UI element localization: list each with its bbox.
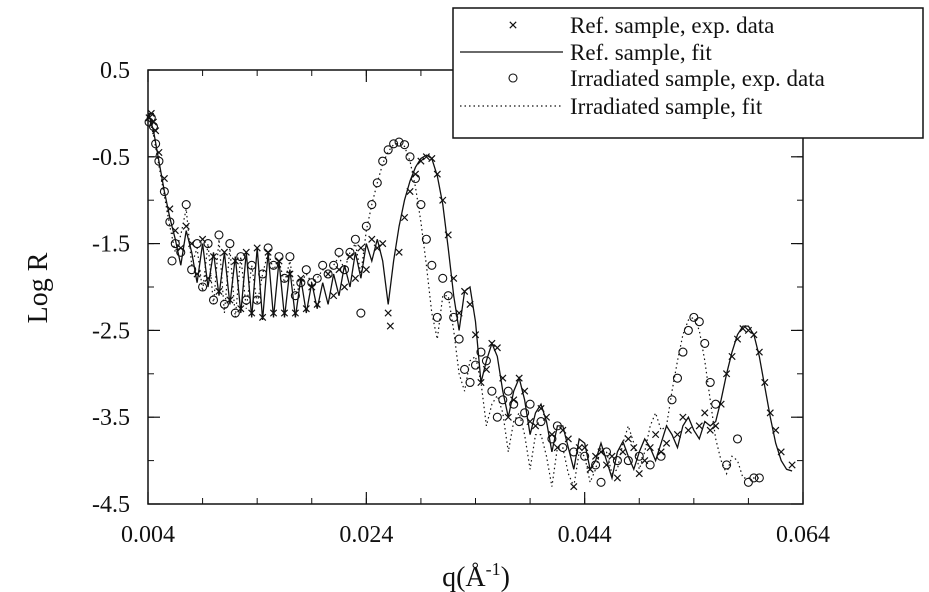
data-point-circle xyxy=(668,396,676,404)
data-point-circle xyxy=(597,478,605,486)
data-point-x xyxy=(325,271,331,277)
data-point-circle xyxy=(537,418,545,426)
data-point-circle xyxy=(461,365,469,373)
data-point-x xyxy=(472,332,478,338)
data-point-x xyxy=(401,214,407,220)
data-point-x xyxy=(369,236,375,242)
y-tick-label: -1.5 xyxy=(92,232,130,258)
data-point-circle xyxy=(351,235,359,243)
data-point-circle xyxy=(330,261,338,269)
data-point-circle xyxy=(504,387,512,395)
data-point-x xyxy=(363,266,369,272)
data-point-circle xyxy=(215,231,223,239)
data-point-x xyxy=(652,431,658,437)
x-tick-label: 0.024 xyxy=(339,522,393,548)
data-point-x xyxy=(685,427,691,433)
data-point-circle xyxy=(439,274,447,282)
y-tick-labels: 0.5 -0.5 -1.5 -2.5 -3.5 -4.5 xyxy=(92,58,130,518)
x-tick-label: 0.064 xyxy=(776,522,830,548)
x-tick-labels: 0.004 0.024 0.044 0.064 xyxy=(121,522,830,548)
data-point-circle xyxy=(313,274,321,282)
data-point-circle xyxy=(521,409,529,417)
data-point-circle xyxy=(488,387,496,395)
data-point-circle xyxy=(734,435,742,443)
data-point-x xyxy=(707,427,713,433)
x-axis-label-exponent: -1 xyxy=(486,559,501,579)
data-point-circle xyxy=(264,244,272,252)
data-point-circle xyxy=(319,261,327,269)
data-point-circle xyxy=(193,240,201,248)
data-point-circle xyxy=(493,413,501,421)
data-point-x xyxy=(380,240,386,246)
data-point-x xyxy=(352,275,358,281)
legend-label: Irradiated sample, exp. data xyxy=(570,66,825,91)
x-axis-label-main: q(Å xyxy=(442,562,486,592)
data-point-circle xyxy=(286,253,294,261)
data-point-circle xyxy=(646,461,654,469)
x-axis-label: q(Å-1) xyxy=(442,559,510,592)
data-point-circle xyxy=(379,157,387,165)
data-point-x xyxy=(789,462,795,468)
legend-label: Ref. sample, exp. data xyxy=(570,13,774,38)
data-point-x xyxy=(385,310,391,316)
data-point-circle xyxy=(657,452,665,460)
data-point-circle xyxy=(302,266,310,274)
data-point-x xyxy=(341,284,347,290)
data-point-x xyxy=(387,323,393,329)
x-tick-label: 0.044 xyxy=(558,522,612,548)
data-point-circle xyxy=(744,478,752,486)
y-tick-label: -4.5 xyxy=(92,492,130,518)
data-point-x xyxy=(358,245,364,251)
data-point-circle xyxy=(346,248,354,256)
data-point-circle xyxy=(168,257,176,265)
data-point-circle xyxy=(259,270,267,278)
y-tick-label: -0.5 xyxy=(92,145,130,171)
data-point-x xyxy=(680,414,686,420)
y-tick-label: -2.5 xyxy=(92,318,130,344)
data-point-circle xyxy=(335,248,343,256)
data-point-circle xyxy=(362,222,370,230)
data-point-circle xyxy=(406,153,414,161)
data-point-circle xyxy=(679,348,687,356)
data-point-x xyxy=(620,449,626,455)
data-point-circle xyxy=(706,378,714,386)
series-x-marker xyxy=(146,110,795,490)
data-point-circle xyxy=(428,261,436,269)
data-point-x xyxy=(696,423,702,429)
data-point-circle xyxy=(466,378,474,386)
legend: Ref. sample, exp. dataRef. sample, fitIr… xyxy=(453,8,923,138)
data-point-circle xyxy=(411,175,419,183)
y-tick-label: -3.5 xyxy=(92,405,130,431)
data-point-x xyxy=(631,444,637,450)
data-point-x xyxy=(663,440,669,446)
data-point-circle xyxy=(242,296,250,304)
data-point-x xyxy=(614,475,620,481)
data-point-x xyxy=(396,249,402,255)
x-axis-label-close: ) xyxy=(501,562,510,592)
data-point-circle xyxy=(526,400,534,408)
data-point-circle xyxy=(673,374,681,382)
legend-label: Ref. sample, fit xyxy=(570,40,712,65)
data-point-circle xyxy=(182,201,190,209)
data-point-circle xyxy=(275,253,283,261)
legend-label: Irradiated sample, fit xyxy=(570,94,763,119)
data-point-circle xyxy=(684,326,692,334)
data-point-circle xyxy=(226,240,234,248)
data-point-circle xyxy=(455,335,463,343)
data-point-x xyxy=(702,410,708,416)
data-point-circle xyxy=(357,309,365,317)
data-point-x xyxy=(330,292,336,298)
y-axis-label: Log R xyxy=(23,252,54,323)
y-tick-label: 0.5 xyxy=(100,58,130,84)
data-point-circle xyxy=(755,474,763,482)
series-layer xyxy=(145,110,795,490)
data-point-circle xyxy=(690,313,698,321)
data-point-x xyxy=(625,436,631,442)
x-tick-label: 0.004 xyxy=(121,522,175,548)
data-point-x xyxy=(636,470,642,476)
data-point-circle xyxy=(712,400,720,408)
